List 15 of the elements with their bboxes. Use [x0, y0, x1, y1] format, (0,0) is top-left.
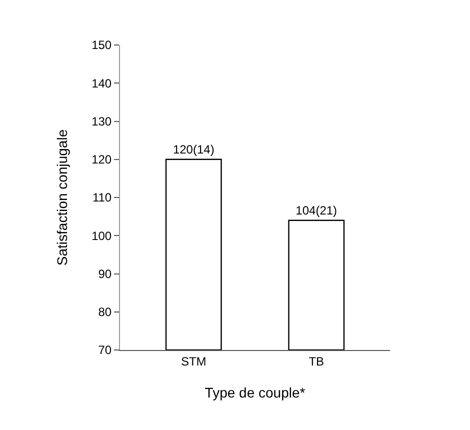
- y-tick-label: 90: [98, 266, 112, 281]
- y-tick-label: 150: [92, 38, 112, 52]
- x-tick-label: TB: [308, 354, 324, 368]
- y-axis-title: Satisfaction conjugale: [54, 129, 70, 266]
- x-axis-title: Type de couple*: [204, 384, 306, 401]
- y-tick-label: 100: [92, 228, 112, 243]
- y-tick-label: 120: [92, 152, 112, 167]
- y-tick-label: 140: [92, 76, 112, 90]
- y-tick-label: 70: [98, 343, 112, 358]
- data-label: 120(14): [172, 142, 214, 156]
- data-label: 104(21): [296, 203, 338, 218]
- y-tick-label: 130: [92, 114, 112, 128]
- x-tick-label: STM: [180, 354, 206, 368]
- y-tick-label: 110: [92, 190, 112, 205]
- y-tick-label: 80: [98, 305, 112, 320]
